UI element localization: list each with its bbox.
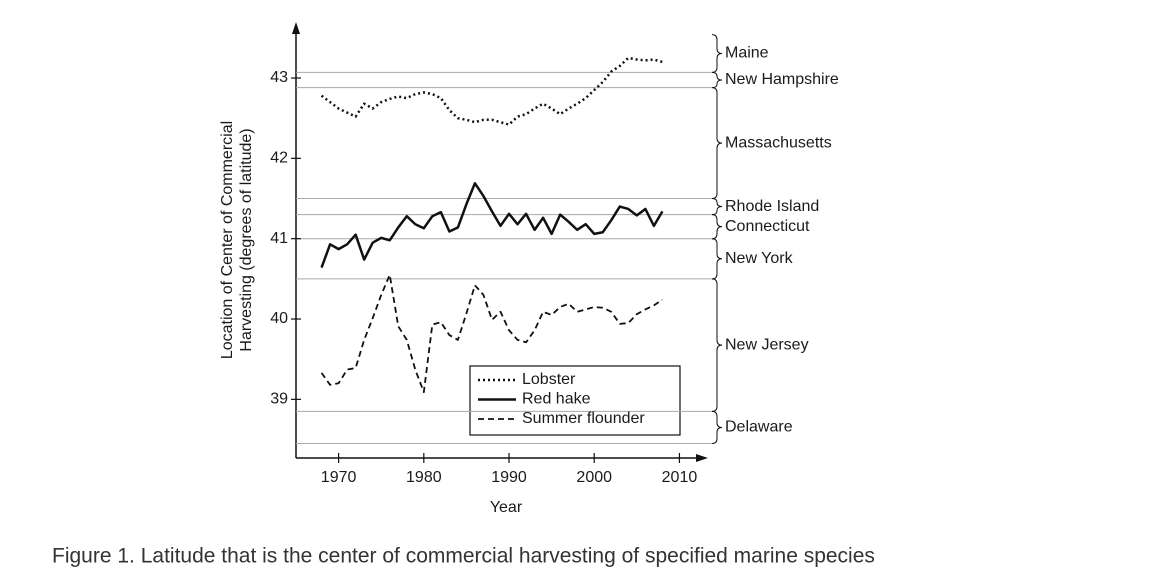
region-brace xyxy=(711,34,723,73)
region-label: New York xyxy=(725,250,794,267)
region-brace xyxy=(711,214,723,240)
x-tick-label: 1980 xyxy=(406,469,442,486)
region-brace xyxy=(711,278,723,412)
y-tick-label: 39 xyxy=(270,391,288,408)
caption: Figure 1. Latitude that is the center of… xyxy=(52,545,875,568)
region-brace xyxy=(711,238,723,280)
y-tick-label: 42 xyxy=(270,150,288,167)
x-tick-label: 2010 xyxy=(662,469,698,486)
region-label: Maine xyxy=(725,45,769,62)
y-tick-label: 41 xyxy=(270,230,288,247)
x-tick-label: 1970 xyxy=(321,469,357,486)
x-axis-title: Year xyxy=(490,499,523,516)
region-label: Connecticut xyxy=(725,218,810,235)
region-label: New Jersey xyxy=(725,336,809,353)
legend-label: Lobster xyxy=(522,371,576,388)
region-label: Delaware xyxy=(725,419,793,436)
series-line xyxy=(320,56,663,126)
region-label: Rhode Island xyxy=(725,198,819,215)
x-tick-label: 1990 xyxy=(491,469,527,486)
y-axis-title: Location of Center of Commercial xyxy=(219,121,236,359)
legend-label: Summer flounder xyxy=(522,410,645,427)
y-axis-title: Harvesting (degrees of latitude) xyxy=(238,128,255,351)
y-axis-arrow xyxy=(292,22,300,34)
region-brace xyxy=(711,71,723,89)
legend-label: Red hake xyxy=(522,391,591,408)
x-tick-label: 2000 xyxy=(576,469,612,486)
y-tick-label: 40 xyxy=(270,310,288,327)
series-line xyxy=(320,182,664,269)
region-label: New Hampshire xyxy=(725,71,839,88)
region-brace xyxy=(711,198,723,216)
region-brace xyxy=(711,410,723,445)
region-brace xyxy=(711,87,723,200)
x-axis-arrow xyxy=(696,454,708,462)
y-tick-label: 43 xyxy=(270,69,288,86)
region-label: Massachusetts xyxy=(725,134,832,151)
